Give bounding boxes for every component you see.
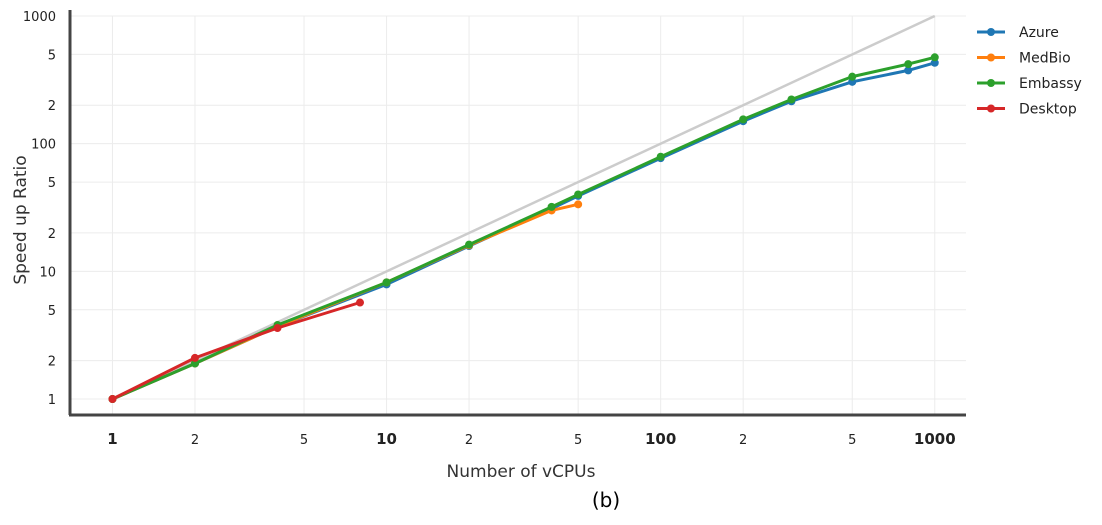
- legend-item-embassy[interactable]: Embassy: [977, 76, 1082, 92]
- legend-label: Desktop: [1019, 102, 1077, 118]
- legend-label: Embassy: [1019, 76, 1082, 92]
- ideal-reference-line: [111, 14, 936, 401]
- data-point-embassy: [656, 152, 665, 161]
- legend-label: Azure: [1019, 25, 1059, 41]
- x-tick-label: 1000: [914, 430, 956, 448]
- gridlines: [70, 15, 966, 415]
- legend-swatch-marker: [987, 104, 995, 113]
- y-tick-label: 10: [39, 265, 56, 280]
- data-point-desktop: [190, 353, 199, 362]
- y-tick-label: 100: [31, 138, 56, 153]
- x-tick-label: 100: [645, 430, 676, 448]
- x-axis-title: Number of vCPUs: [447, 462, 596, 482]
- legend-item-azure[interactable]: Azure: [977, 25, 1059, 41]
- y-tick-label: 5: [48, 48, 56, 63]
- y-tick-label: 2: [48, 355, 56, 370]
- x-tick-label: 5: [300, 433, 308, 448]
- data-point-embassy: [574, 190, 583, 199]
- data-point-azure: [930, 58, 939, 67]
- legend-label: MedBio: [1019, 51, 1071, 67]
- series-lines: [108, 53, 939, 404]
- data-point-embassy: [190, 359, 199, 368]
- data-point-desktop: [355, 298, 364, 307]
- ideal-line: [111, 14, 936, 401]
- x-tick-label: 5: [574, 433, 582, 448]
- data-point-embassy: [848, 72, 857, 81]
- series-line-azure: [111, 61, 936, 401]
- x-tick-label: 2: [191, 433, 199, 448]
- y-tick-label: 2: [48, 99, 56, 114]
- legend-swatch-marker: [987, 28, 995, 36]
- legend-item-desktop[interactable]: Desktop: [977, 102, 1077, 118]
- data-point-embassy: [465, 240, 474, 249]
- legend-item-medbio[interactable]: MedBio: [977, 51, 1071, 67]
- x-tick-labels: 1 2 5 10 2 5 100 2 5 1000: [107, 430, 955, 448]
- figure-caption: (b): [592, 488, 620, 512]
- data-point-embassy: [787, 95, 796, 104]
- y-tick-label: 2: [48, 227, 56, 242]
- data-point-desktop: [108, 395, 117, 404]
- series-azure: [108, 58, 939, 404]
- series-desktop: [108, 298, 364, 404]
- axes: [68, 10, 966, 417]
- data-point-embassy: [739, 115, 748, 124]
- data-point-embassy: [904, 60, 913, 69]
- x-tick-label: 2: [739, 433, 747, 448]
- x-tick-label: 2: [465, 433, 473, 448]
- y-tick-labels: 1 2 5 10 2 5 100 2 5 1000: [23, 10, 56, 408]
- y-tick-label: 1: [48, 393, 56, 408]
- x-tick-label: 10: [376, 430, 397, 448]
- y-tick-label: 5: [48, 176, 56, 191]
- y-axis-title: Speed up Ratio: [11, 155, 31, 284]
- data-point-medbio: [574, 200, 583, 209]
- legend-swatch-marker: [987, 79, 995, 87]
- legend-swatch-marker: [987, 53, 995, 62]
- data-point-azure: [904, 66, 913, 75]
- x-tick-label: 5: [848, 433, 856, 448]
- series-line-desktop: [111, 301, 361, 401]
- data-point-embassy: [930, 53, 939, 62]
- series-line-embassy: [111, 55, 936, 401]
- y-tick-label: 5: [48, 304, 56, 319]
- data-point-embassy: [547, 202, 556, 211]
- x-tick-label: 1: [107, 430, 117, 448]
- data-point-embassy: [382, 278, 391, 287]
- data-point-desktop: [273, 324, 282, 333]
- y-tick-label: 1000: [23, 10, 56, 25]
- legend[interactable]: Azure MedBio Embassy Desktop: [977, 25, 1082, 118]
